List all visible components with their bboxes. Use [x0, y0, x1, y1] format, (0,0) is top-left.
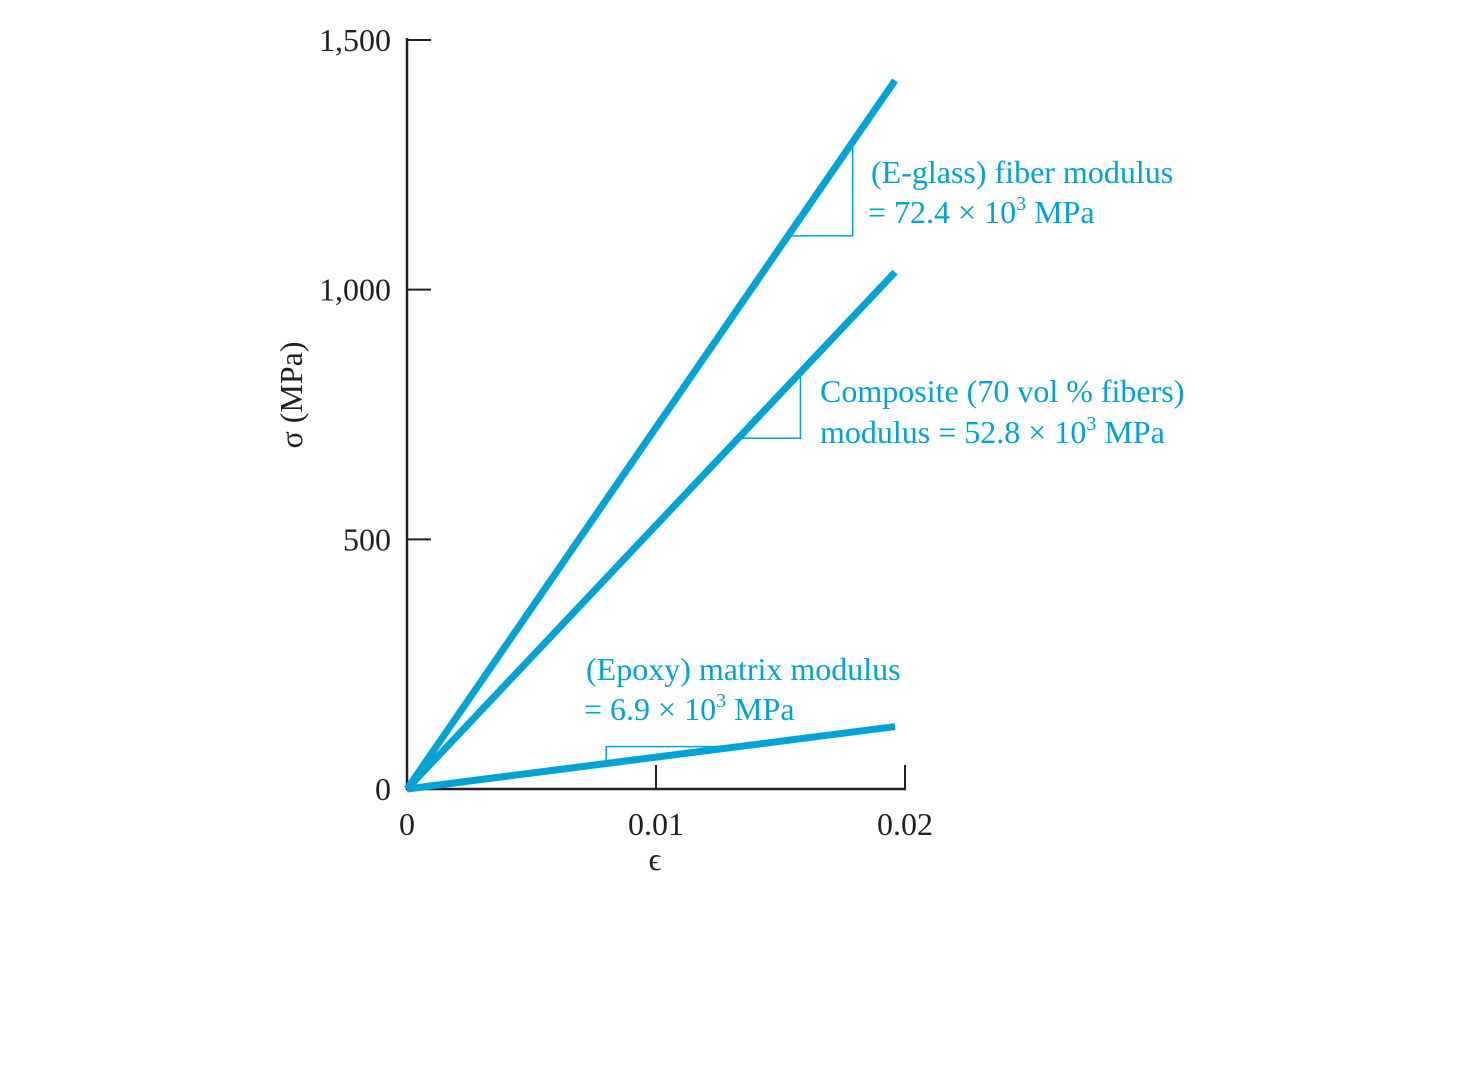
matrix-annotation: (Epoxy) matrix modulus = 6.9 × 103 MPa [584, 651, 901, 727]
y-tick-label: 500 [343, 521, 391, 557]
matrix-series-line [406, 723, 896, 793]
composite-annotation-value: modulus = 52.8 × 10 [820, 414, 1086, 450]
fiber-annotation: (E-glass) fiber modulus = 72.4 × 103 MPa [868, 154, 1173, 230]
y-axis-ticks: 0 500 1,000 1,500 [319, 22, 431, 807]
matrix-annotation-exponent: 3 [716, 690, 726, 712]
composite-annotation-exponent: 3 [1086, 413, 1096, 435]
fiber-annotation-exponent: 3 [1016, 193, 1026, 215]
fiber-series-line [404, 78, 898, 791]
composite-slope-triangle [738, 372, 802, 440]
slope-triangles [605, 141, 854, 764]
x-tick-label: 0 [399, 806, 415, 842]
y-axis-label: σ (MPa) [273, 341, 309, 448]
x-tick-label: 0.02 [877, 806, 933, 842]
fiber-annotation-value: = 72.4 × 10 [868, 194, 1016, 230]
composite-series-line [404, 269, 898, 792]
fiber-annotation-unit: MPa [1026, 194, 1094, 230]
x-tick-label: 0.01 [628, 806, 684, 842]
y-tick-label: 1,500 [319, 22, 391, 58]
matrix-slope-triangle [605, 745, 739, 764]
fiber-annotation-line2: = 72.4 × 103 MPa [868, 193, 1095, 230]
matrix-annotation-value: = 6.9 × 10 [584, 691, 716, 727]
matrix-annotation-line1: (Epoxy) matrix modulus [586, 651, 901, 687]
x-axis-ticks: 0 0.01 0.02 [399, 765, 933, 842]
x-axis-label: ϵ [649, 841, 662, 877]
fiber-annotation-line1: (E-glass) fiber modulus [871, 154, 1173, 190]
composite-annotation-line2: modulus = 52.8 × 103 MPa [820, 413, 1165, 450]
y-tick-label: 0 [375, 771, 391, 807]
matrix-annotation-line2: = 6.9 × 103 MPa [584, 690, 795, 727]
series-lines [404, 78, 898, 793]
fiber-slope-triangle [787, 141, 854, 237]
y-tick-label: 1,000 [319, 272, 391, 308]
matrix-annotation-unit: MPa [726, 691, 794, 727]
composite-annotation-unit: MPa [1096, 414, 1164, 450]
composite-annotation-line1: Composite (70 vol % fibers) [820, 373, 1184, 409]
composite-annotation: Composite (70 vol % fibers) modulus = 52… [820, 373, 1184, 450]
